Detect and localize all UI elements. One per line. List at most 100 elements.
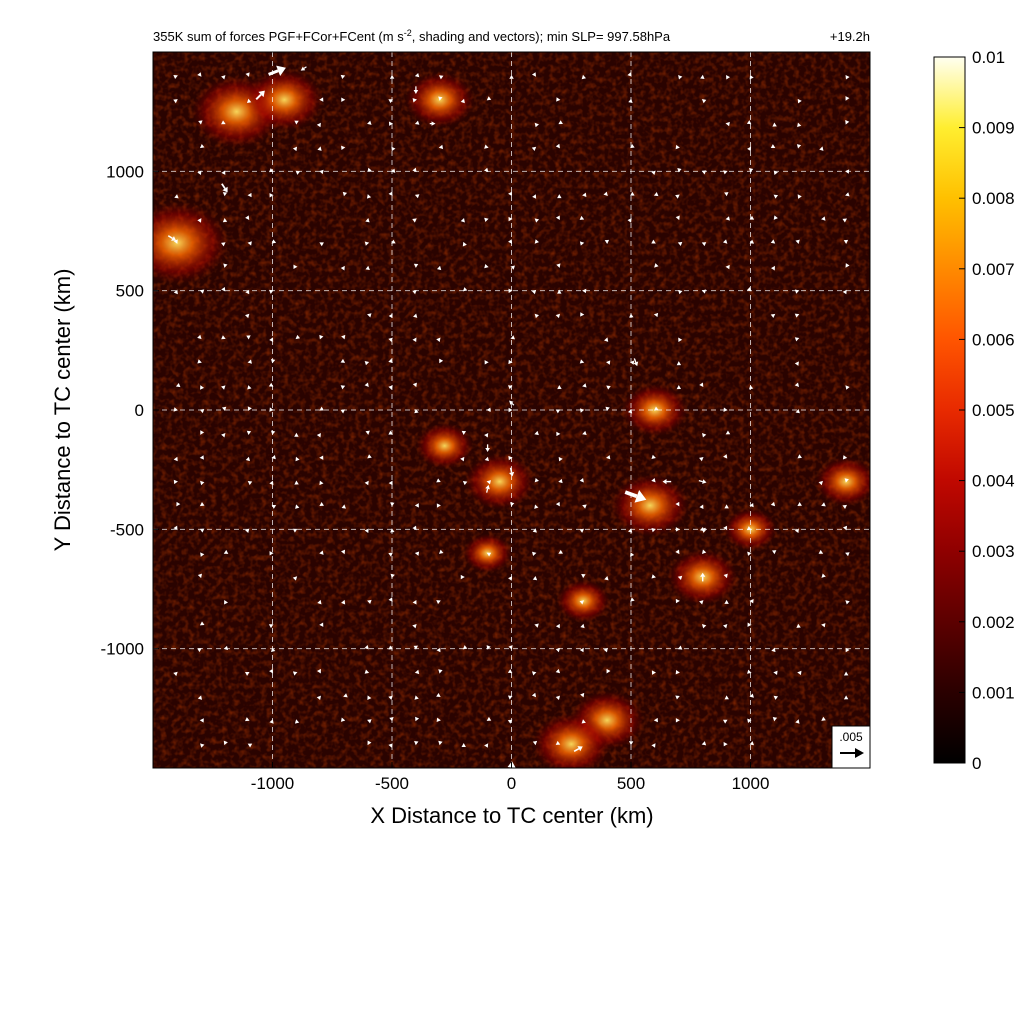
vector-arrow-361 — [701, 549, 707, 555]
vector-arrow-large-10 — [662, 479, 672, 485]
y-tick-label: -1000 — [101, 640, 144, 659]
vector-arrow-202 — [436, 265, 442, 271]
vector-arrow-310 — [606, 360, 611, 365]
vector-arrow-447 — [843, 671, 849, 676]
vector-arrow-large-11 — [700, 572, 706, 582]
vector-arrow-171 — [414, 695, 419, 700]
vector-arrow-212 — [462, 287, 468, 292]
vector-arrow-large-16 — [509, 400, 515, 406]
vector-arrow-415 — [770, 239, 776, 244]
vector-arrow-463 — [845, 96, 850, 101]
vector-arrow-62 — [245, 289, 250, 295]
hotspot-4 — [464, 453, 535, 510]
x-tick-label: 0 — [507, 774, 516, 793]
vector-arrow-183 — [412, 289, 417, 295]
vector-arrow-80 — [269, 337, 274, 342]
vector-arrow-204 — [438, 96, 443, 101]
vector-arrow-206 — [461, 743, 466, 748]
vector-arrow-397 — [746, 526, 752, 531]
vector-arrow-291 — [579, 528, 585, 533]
vector-arrow-5 — [173, 407, 178, 412]
vector-arrow-0 — [173, 671, 178, 677]
vector-arrow-457 — [845, 263, 850, 268]
vector-arrow-174 — [412, 624, 417, 629]
vector-arrow-427 — [795, 408, 800, 414]
vector-arrow-372 — [723, 742, 728, 747]
vector-arrow-121 — [340, 358, 346, 363]
vector-arrow-241 — [508, 288, 513, 293]
vector-arrow-131 — [364, 669, 370, 674]
x-tick-label: 500 — [617, 774, 645, 793]
vector-arrow-126 — [341, 97, 346, 102]
vector-arrow-333 — [654, 406, 659, 411]
vector-arrow-261 — [532, 194, 537, 199]
vector-arrow-167 — [388, 99, 393, 104]
vector-arrow-209 — [462, 480, 468, 486]
vector-arrow-401 — [749, 239, 755, 244]
vector-arrow-217 — [486, 716, 492, 721]
vector-arrow-97 — [294, 120, 299, 125]
vector-layer — [167, 65, 850, 768]
vector-arrow-350 — [678, 337, 683, 343]
vector-arrow-390 — [749, 741, 754, 746]
vector-arrow-25 — [200, 385, 205, 390]
vector-arrow-20 — [199, 502, 205, 507]
vector-arrow-103 — [319, 502, 324, 507]
vector-arrow-150 — [388, 645, 393, 650]
vector-arrow-69 — [269, 668, 274, 674]
vector-arrow-464 — [845, 74, 850, 80]
vector-arrow-300 — [579, 241, 585, 246]
vector-arrow-large-9 — [624, 489, 647, 503]
vector-arrow-155 — [390, 502, 395, 507]
vector-arrow-208 — [460, 574, 465, 580]
vector-arrow-214 — [460, 218, 465, 223]
vector-arrow-177 — [412, 525, 417, 531]
vector-arrow-247 — [532, 740, 538, 746]
vector-arrow-85 — [294, 719, 300, 724]
vector-arrow-27 — [197, 334, 202, 340]
vector-arrow-19 — [199, 528, 205, 533]
vector-arrow-148 — [389, 716, 394, 722]
vector-arrow-416 — [773, 215, 778, 220]
vector-arrow-221 — [484, 456, 489, 462]
vector-arrow-434 — [797, 194, 802, 199]
vector-arrow-462 — [845, 120, 850, 125]
vector-arrow-306 — [604, 576, 609, 581]
vector-arrow-424 — [794, 528, 799, 533]
vector-arrow-418 — [773, 170, 778, 175]
vector-arrow-46 — [222, 192, 228, 197]
vector-arrow-105 — [319, 455, 324, 460]
vector-arrow-349 — [676, 361, 682, 366]
y-axis-ticks: 1000 500 0 -500 -1000 — [101, 162, 159, 659]
vector-arrow-382 — [723, 407, 728, 412]
vector-arrow-288 — [580, 623, 585, 629]
vector-arrow-8 — [173, 239, 178, 244]
vector-arrow-124 — [342, 191, 348, 197]
vector-arrow-large-18 — [699, 526, 706, 532]
vector-arrow-234 — [508, 576, 513, 581]
vector-arrow-389 — [726, 74, 731, 80]
colorbar-ticks: 0.01 0.009 0.008 0.007 0.006 0.005 0.004 0.003 0… — [959, 48, 1015, 773]
vector-arrow-357 — [678, 75, 683, 80]
vector-arrow-143 — [365, 218, 370, 223]
vector-arrow-219 — [486, 552, 492, 557]
vector-arrow-436 — [797, 122, 802, 128]
colorbar-tick-label: 0.001 — [972, 683, 1015, 702]
x-tick-label: -500 — [375, 774, 409, 793]
colorbar-tick-label: 0.006 — [972, 330, 1015, 349]
vector-arrow-269 — [555, 623, 560, 629]
vector-arrow-163 — [388, 191, 393, 197]
vector-arrow-149 — [388, 695, 393, 700]
vector-arrow-257 — [534, 313, 540, 319]
vector-arrow-large-2 — [300, 66, 307, 71]
vector-arrow-156 — [388, 480, 393, 486]
vector-arrow-236 — [508, 455, 513, 461]
vector-arrow-358 — [701, 741, 707, 746]
vector-arrow-322 — [630, 191, 635, 196]
vector-arrow-273 — [558, 456, 563, 462]
vector-arrow-120 — [340, 385, 346, 390]
vector-arrow-81 — [268, 289, 274, 294]
vector-arrow-179 — [414, 408, 419, 414]
vector-arrow-128 — [367, 740, 372, 746]
vector-arrow-7 — [173, 289, 178, 295]
